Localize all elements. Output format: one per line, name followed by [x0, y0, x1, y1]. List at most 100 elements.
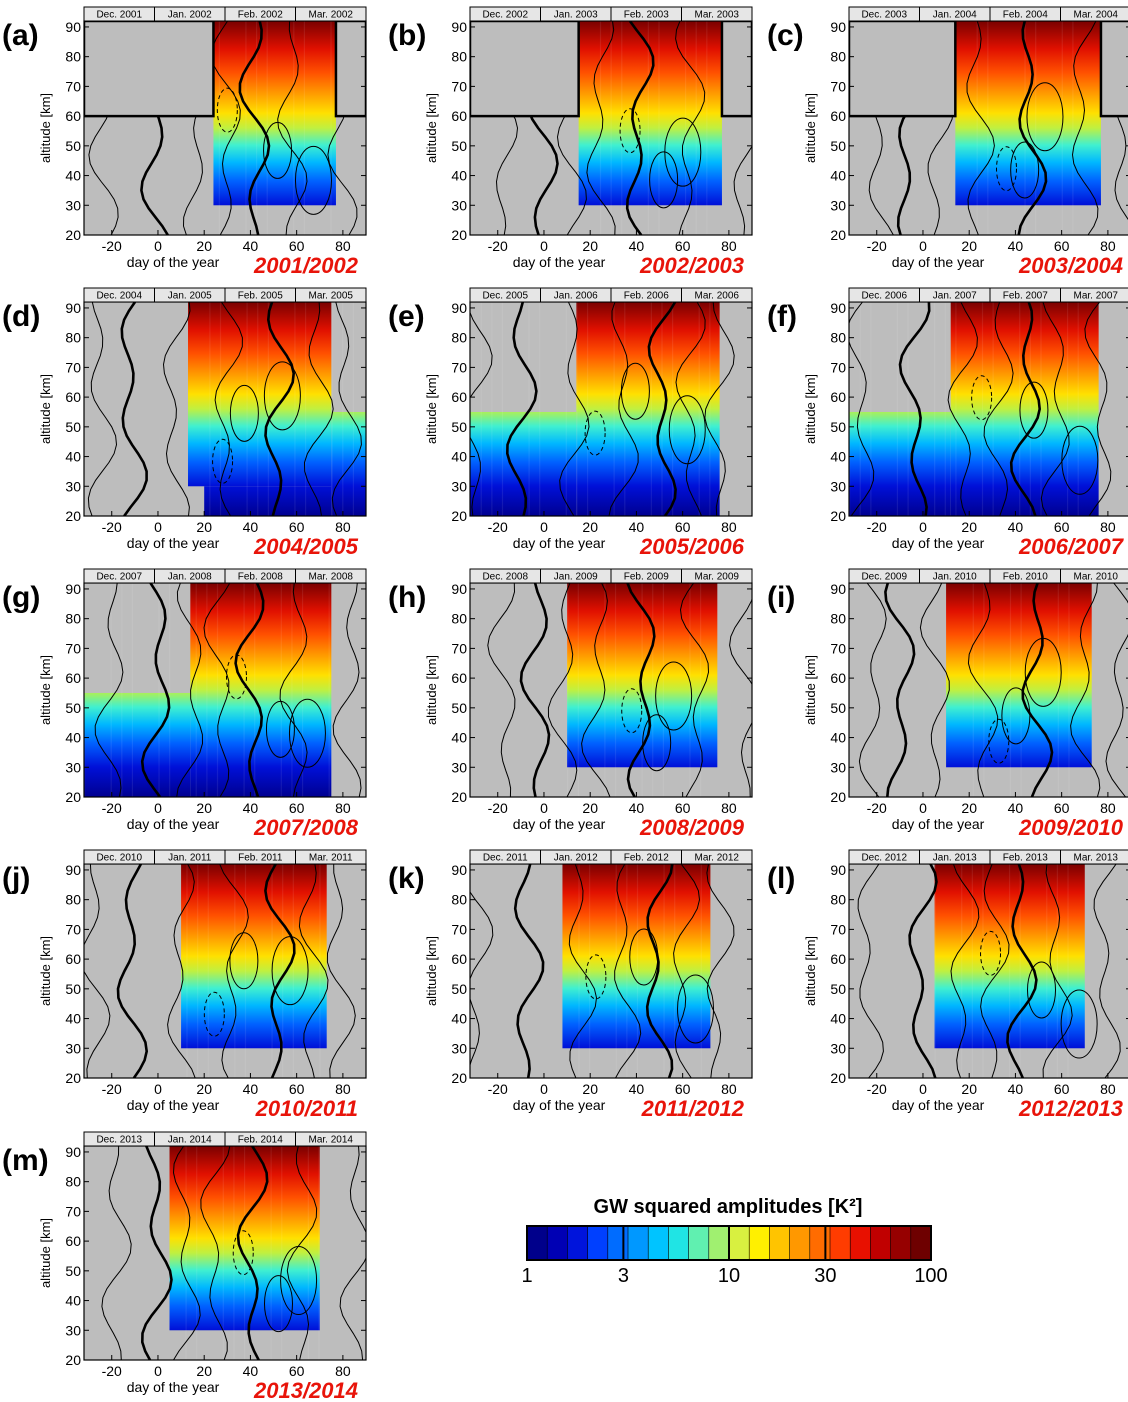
contour-line: [286, 1146, 318, 1360]
heatmap-stripe: [267, 302, 269, 516]
heatmap-stripe: [1056, 864, 1059, 1078]
y-tick-label: 30: [451, 478, 467, 494]
heatmap-stripe: [110, 583, 112, 797]
panel-plot-area: [487, 583, 752, 797]
heatmap-region: [946, 583, 1092, 768]
contour-line: [568, 864, 598, 1078]
contour-line: [234, 583, 265, 797]
contour-line: [586, 21, 616, 235]
y-tick-label: 20: [451, 227, 467, 243]
heatmap-stripe: [280, 583, 282, 797]
x-tick-label: 20: [961, 1081, 977, 1097]
y-tick-label: 20: [65, 789, 81, 805]
y-tick-label: 30: [830, 1040, 846, 1056]
month-header-label: Dec. 2011: [483, 853, 528, 864]
panel-plot-area: [849, 21, 1128, 235]
heatmap-region: [576, 302, 720, 516]
panel-label: (h): [388, 581, 426, 614]
y-tick-label: 50: [451, 700, 467, 716]
y-tick-label: 70: [830, 359, 846, 375]
heatmap-stripe: [255, 21, 258, 235]
contour-line: [947, 302, 978, 516]
heatmap-stripe: [234, 864, 236, 1078]
panel-label: (d): [2, 300, 40, 333]
heatmap-stripe: [626, 864, 628, 1078]
contour-line: [581, 583, 611, 797]
heatmap-stripe: [599, 21, 602, 235]
heatmap-stripe: [491, 302, 493, 516]
contour-ellipse: [664, 117, 702, 187]
contour-line: [950, 864, 980, 1078]
heatmap-stripe: [216, 583, 219, 797]
contour-line: [214, 302, 243, 516]
contour-line: [298, 864, 329, 1078]
month-header-label: Feb. 2005: [238, 291, 283, 302]
x-tick-label: 40: [243, 519, 259, 535]
heatmap-region: [169, 1146, 320, 1331]
panel-plot-area: [84, 21, 366, 235]
heatmap-stripe: [944, 302, 946, 516]
x-tick-label: 60: [1054, 800, 1070, 816]
y-tick-label: 60: [830, 951, 846, 967]
heatmap-stripe: [244, 864, 247, 1078]
heatmap-stripe: [1046, 864, 1048, 1078]
x-tick-label: 60: [1054, 519, 1070, 535]
y-tick-label: 80: [65, 611, 81, 627]
heatmap-stripe: [567, 583, 569, 797]
y-tick-label: 50: [451, 138, 467, 154]
y-tick-label: 20: [830, 508, 846, 524]
heatmap-stripe: [636, 864, 639, 1078]
y-tick-label: 70: [65, 78, 81, 94]
panel-label: (k): [388, 862, 425, 895]
heatmap-stripe: [709, 302, 711, 516]
y-tick-label: 40: [830, 449, 846, 465]
heatmap-stripe: [689, 583, 691, 797]
heatmap-stripe: [576, 302, 578, 516]
y-tick-label: 40: [451, 449, 467, 465]
month-header-cell: [681, 6, 753, 22]
month-header-label: Jan. 2013: [933, 853, 977, 864]
heatmap-stripe: [586, 302, 589, 516]
month-header-label: Feb. 2003: [624, 10, 669, 21]
contour-line: [116, 864, 149, 1078]
y-tick-label: 80: [451, 330, 467, 346]
contour-ellipse: [229, 932, 259, 990]
x-tick-label: 80: [335, 800, 351, 816]
contour-ellipse: [621, 688, 643, 734]
contour-ellipse: [677, 974, 715, 1044]
contour-line: [1040, 302, 1070, 516]
x-tick-label: 0: [919, 238, 927, 254]
y-tick-label: 30: [451, 759, 467, 775]
contour-line: [470, 311, 493, 516]
y-tick-label: 20: [830, 789, 846, 805]
x-tick-label: 20: [196, 519, 212, 535]
contour-line: [857, 864, 884, 1078]
y-tick-label: 30: [65, 478, 81, 494]
heatmap-stripe: [270, 1146, 272, 1360]
missing-data-block: [849, 21, 957, 118]
y-tick-label: 70: [830, 78, 846, 94]
x-tick-label: 40: [629, 238, 645, 254]
y-tick-label: 90: [830, 862, 846, 878]
contour-line: [614, 864, 642, 1078]
heatmap-stripe: [615, 864, 617, 1078]
month-header-label: Jan. 2009: [554, 572, 598, 583]
y-axis-label: altitude [km]: [424, 936, 439, 1006]
month-header-cell: [295, 849, 367, 865]
y-tick-label: 80: [65, 892, 81, 908]
month-header-cell: [1060, 287, 1128, 303]
heatmap-stripe: [207, 864, 209, 1078]
heatmap-stripe: [186, 864, 188, 1078]
heatmap-stripe: [303, 21, 306, 235]
x-tick-label: 40: [629, 519, 645, 535]
contour-ellipse: [264, 1275, 294, 1333]
month-header-label: Mar. 2003: [695, 10, 740, 21]
month-header-label: Dec. 2003: [861, 10, 907, 21]
contour-line: [1105, 583, 1128, 797]
x-tick-label: -20: [867, 519, 887, 535]
contour-ellipse: [1001, 687, 1031, 745]
heatmap-stripe: [292, 864, 294, 1078]
month-header-cell: [295, 287, 367, 303]
panel: Dec. 2008 Jan. 2009 Feb. 2009 Mar. 2009 20 30…: [388, 568, 753, 840]
y-tick-label: 50: [65, 138, 81, 154]
